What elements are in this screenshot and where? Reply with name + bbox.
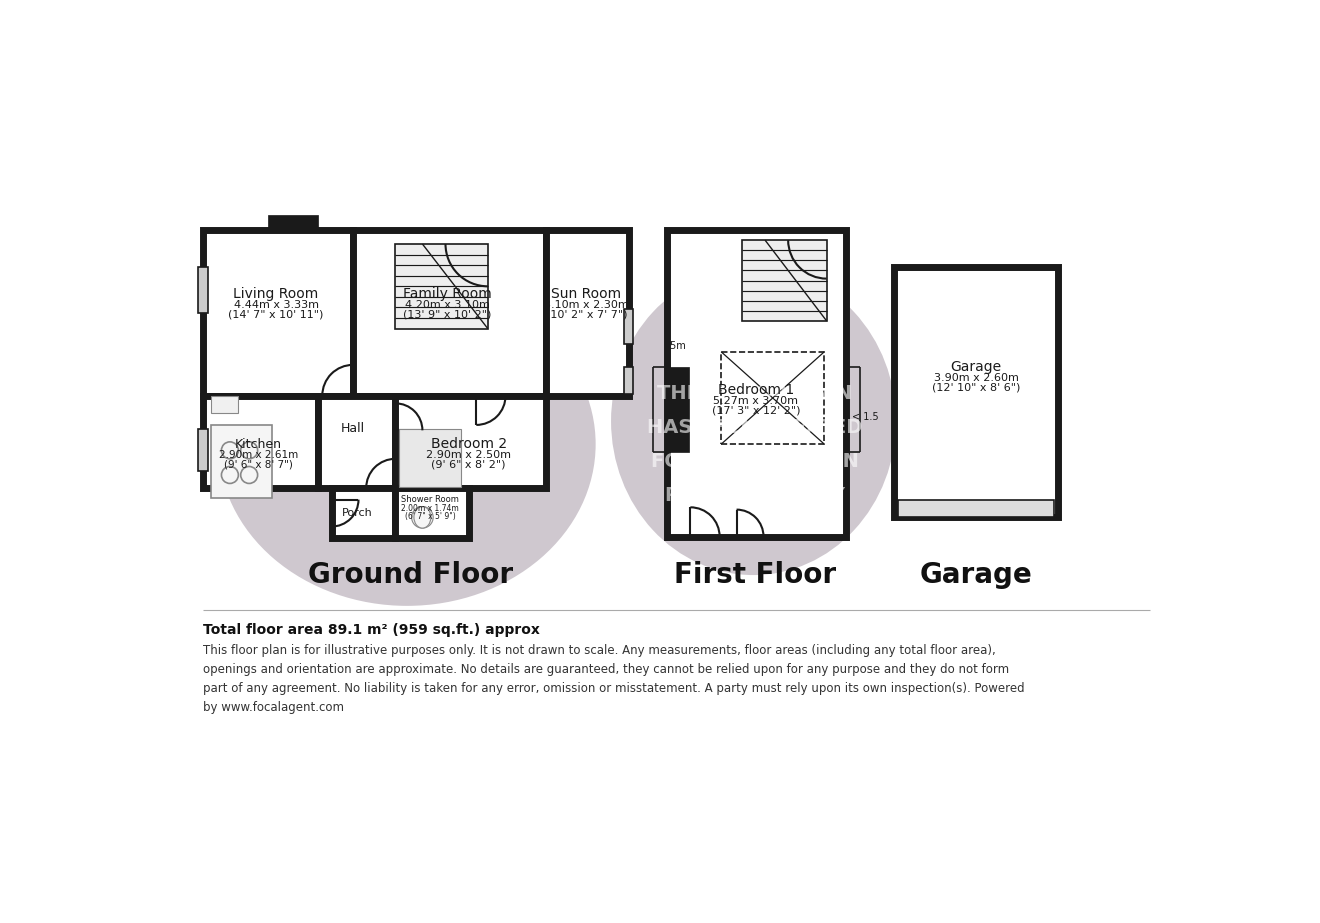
Text: (9' 6" x 8' 2"): (9' 6" x 8' 2") <box>432 459 506 469</box>
Bar <box>545 230 628 396</box>
Text: Sun Room: Sun Room <box>552 287 622 301</box>
Bar <box>396 244 488 329</box>
Text: (12' 10" x 8' 6"): (12' 10" x 8' 6") <box>932 382 1020 392</box>
Bar <box>331 488 396 538</box>
Bar <box>624 309 634 344</box>
Ellipse shape <box>218 282 595 605</box>
Bar <box>268 215 318 232</box>
Text: Family Room: Family Room <box>403 287 491 301</box>
Text: Garage: Garage <box>950 360 1002 374</box>
Bar <box>318 396 396 488</box>
Text: Garage: Garage <box>920 561 1032 589</box>
Text: (13' 9" x 10' 2"): (13' 9" x 10' 2") <box>403 309 491 319</box>
Text: 5.27m x 3.70m: 5.27m x 3.70m <box>713 396 799 406</box>
Text: Shower Room: Shower Room <box>401 495 459 504</box>
Bar <box>721 352 824 444</box>
Text: First Floor: First Floor <box>675 561 836 589</box>
Text: (6' 7" x 5' 9"): (6' 7" x 5' 9") <box>405 512 455 521</box>
Text: Bedroom 2: Bedroom 2 <box>430 438 507 451</box>
Bar <box>211 425 272 498</box>
Bar <box>898 500 1053 517</box>
Text: (14' 7" x 10' 11"): (14' 7" x 10' 11") <box>228 309 323 319</box>
Text: Porch: Porch <box>342 509 372 519</box>
Bar <box>203 396 318 488</box>
Bar <box>203 230 354 396</box>
Bar <box>895 267 1057 517</box>
Text: THIS FLOOR PLAN
HAS BEEN CREATED
FOR ILLUSTRATION
PURPOSES ONLY: THIS FLOOR PLAN HAS BEEN CREATED FOR ILL… <box>647 384 863 505</box>
Ellipse shape <box>611 267 896 575</box>
Text: Hall: Hall <box>341 422 366 436</box>
Bar <box>399 429 461 486</box>
Bar <box>198 267 207 313</box>
Bar <box>396 488 469 538</box>
Bar <box>742 240 826 321</box>
Text: .5m: .5m <box>667 341 686 351</box>
Text: 3.90m x 2.60m: 3.90m x 2.60m <box>933 373 1019 383</box>
Circle shape <box>412 507 433 528</box>
Text: 2.90m x 2.50m: 2.90m x 2.50m <box>426 450 511 460</box>
Text: (9' 6" x 8' 7"): (9' 6" x 8' 7") <box>224 459 293 469</box>
Bar <box>354 230 545 396</box>
Bar <box>396 396 545 488</box>
Text: Total floor area 89.1 m² (959 sq.ft.) approx: Total floor area 89.1 m² (959 sq.ft.) ap… <box>203 623 540 637</box>
Bar <box>198 429 207 471</box>
Text: (10' 2" x 7' 7"): (10' 2" x 7' 7") <box>545 309 627 319</box>
Text: Bedroom 1: Bedroom 1 <box>718 383 793 397</box>
Text: 4.44m x 3.33m: 4.44m x 3.33m <box>234 300 318 310</box>
Text: Kitchen: Kitchen <box>235 438 282 450</box>
Text: 2.90m x 2.61m: 2.90m x 2.61m <box>219 450 298 460</box>
Bar <box>667 230 846 536</box>
Bar <box>624 367 634 394</box>
Bar <box>667 367 689 452</box>
Bar <box>211 397 238 414</box>
Text: This floor plan is for illustrative purposes only. It is not drawn to scale. Any: This floor plan is for illustrative purp… <box>203 644 1024 714</box>
Text: 3.10m x 2.30m: 3.10m x 2.30m <box>544 300 628 310</box>
Text: 2.00m x 1.74m: 2.00m x 1.74m <box>401 504 459 512</box>
Text: (17' 3" x 12' 2"): (17' 3" x 12' 2") <box>711 405 800 415</box>
Text: Living Room: Living Room <box>234 287 318 301</box>
Text: 4.20m x 3.10m: 4.20m x 3.10m <box>405 300 490 310</box>
Text: Ground Floor: Ground Floor <box>309 561 513 589</box>
Ellipse shape <box>414 507 430 528</box>
Text: < 1.5: < 1.5 <box>853 413 879 422</box>
